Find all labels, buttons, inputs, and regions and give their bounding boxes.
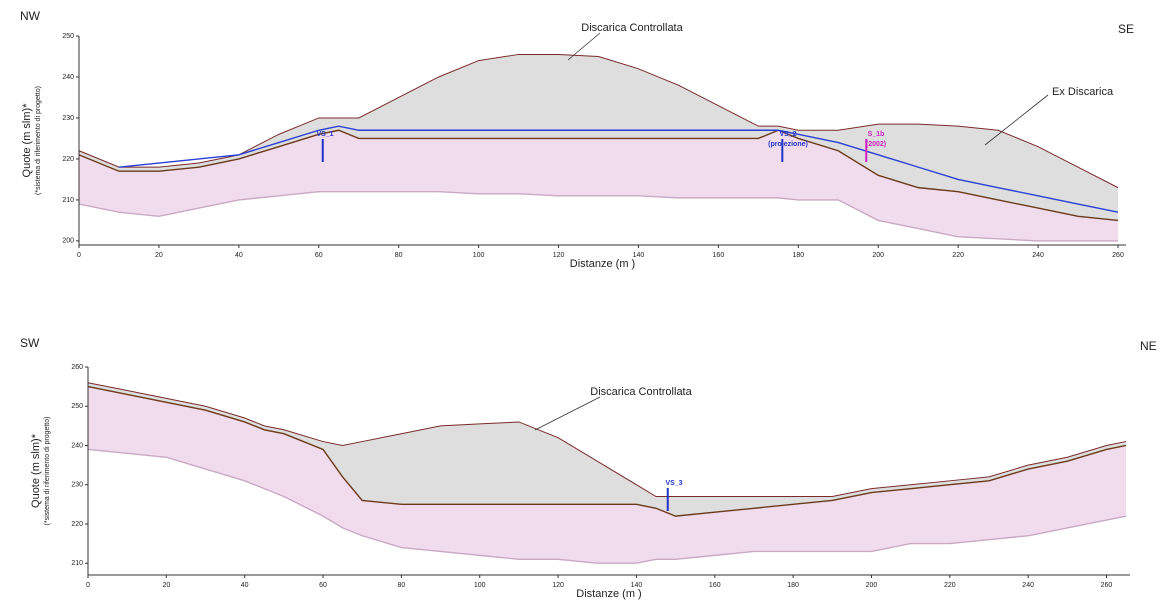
x-tick-label: 0: [86, 582, 90, 589]
y-tick-label: 250: [71, 403, 83, 410]
y-axis-label: Quote (m slm)*: [21, 103, 33, 178]
x-tick-label: 60: [319, 582, 327, 589]
x-tick-label: 60: [315, 252, 323, 259]
x-tick-label: 240: [1032, 252, 1044, 259]
annotation: S_1b: [868, 131, 885, 138]
annotation: VS_3: [665, 480, 682, 487]
y-tick-label: 260: [71, 364, 83, 371]
y-axis-label: Quote (m slm)*: [30, 433, 42, 508]
y-tick-label: 220: [71, 521, 83, 528]
annotation: VS_2: [779, 131, 796, 138]
y-tick-label: 240: [71, 442, 83, 449]
x-tick-label: 260: [1101, 582, 1113, 589]
x-tick-label: 180: [787, 582, 799, 589]
x-tick-label: 160: [709, 582, 721, 589]
x-tick-label: 100: [474, 582, 486, 589]
y-tick-label: 200: [62, 238, 74, 245]
x-tick-label: 200: [866, 582, 878, 589]
x-tick-label: 240: [1022, 582, 1034, 589]
x-axis-label: Distanze (m ): [570, 258, 635, 270]
annotation: (2002): [866, 141, 886, 148]
y-tick-label: 210: [62, 197, 74, 204]
x-tick-label: 80: [397, 582, 405, 589]
y-tick-label: 240: [62, 74, 74, 81]
x-axis-label: Distanze (m ): [576, 588, 641, 600]
x-tick-label: 220: [944, 582, 956, 589]
x-tick-label: 120: [553, 252, 565, 259]
y-tick-label: 220: [62, 156, 74, 163]
orientation-label: NE: [1140, 339, 1157, 353]
y-tick-label: 230: [62, 115, 74, 122]
y-tick-label: 230: [71, 482, 83, 489]
annotation: Ex Discarica: [1052, 86, 1114, 98]
annotation: Discarica Controllata: [590, 386, 692, 398]
page: 2002102202302402500204060801001201401601…: [0, 0, 1168, 608]
y-axis-note: (*sistema di riferimento di progetto): [44, 417, 51, 526]
x-tick-label: 20: [155, 252, 163, 259]
y-axis-note: (*sistema di riferimento di progetto): [35, 86, 42, 195]
y-tick-label: 210: [71, 560, 83, 567]
orientation-label: SE: [1118, 22, 1134, 36]
orientation-label: SW: [20, 336, 40, 350]
x-tick-label: 40: [241, 582, 249, 589]
x-tick-label: 20: [162, 582, 170, 589]
annotation: VS_1: [316, 131, 333, 138]
leader-line: [535, 397, 600, 430]
x-tick-label: 80: [395, 252, 403, 259]
chart: 2002102202302402500204060801001201401601…: [0, 0, 1168, 608]
x-tick-label: 120: [552, 582, 564, 589]
x-tick-label: 220: [952, 252, 964, 259]
x-tick-label: 100: [473, 252, 485, 259]
x-tick-label: 200: [872, 252, 884, 259]
orientation-label: NW: [20, 9, 41, 23]
x-tick-label: 0: [77, 252, 81, 259]
x-tick-label: 260: [1112, 252, 1124, 259]
x-tick-label: 180: [792, 252, 804, 259]
annotation: Discarica Controllata: [581, 22, 683, 34]
y-tick-label: 250: [62, 33, 74, 40]
x-tick-label: 40: [235, 252, 243, 259]
x-tick-label: 160: [713, 252, 725, 259]
annotation: (proiezione): [768, 141, 808, 148]
